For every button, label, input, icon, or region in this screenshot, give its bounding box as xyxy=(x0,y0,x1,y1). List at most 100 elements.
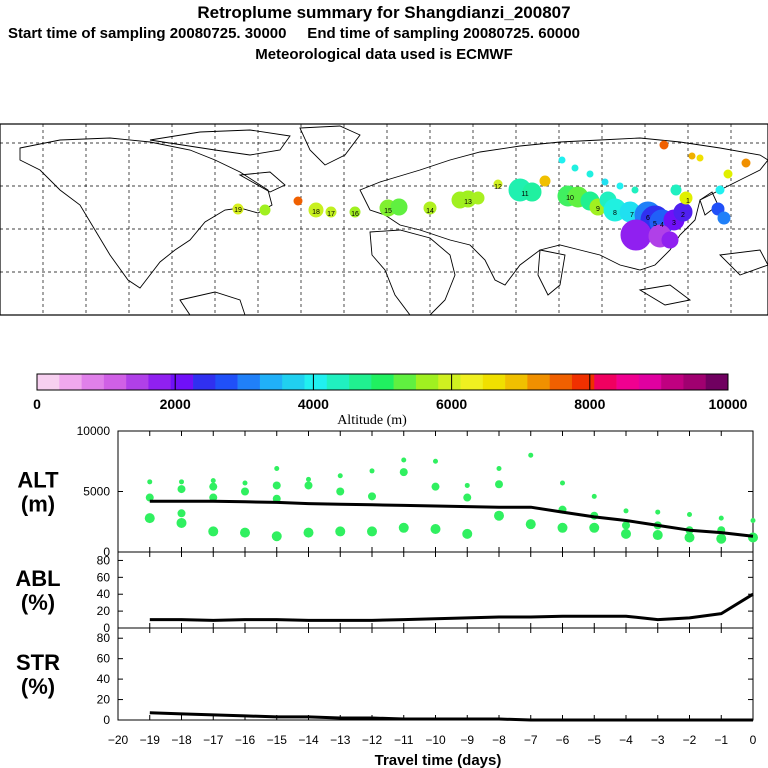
y-axis-unit: (m) xyxy=(21,492,55,517)
altitude-cluster-point xyxy=(274,466,280,472)
altitude-cluster-point xyxy=(748,532,758,543)
x-tick-labels: −20 −19 −18 −17 −16 −15 −14 −13 −12 −11 −10 −9 −8 −7−… xyxy=(108,733,757,747)
altitude-cluster-point xyxy=(208,526,219,537)
altitude-cluster-point xyxy=(304,481,313,490)
y-axis-unit: (%) xyxy=(21,590,55,615)
colorbar-label: Altitude (m) xyxy=(337,413,407,428)
x-tick-label: −13 xyxy=(330,733,351,747)
trajectory-point xyxy=(670,184,682,196)
x-axis-label: Travel time (days) xyxy=(375,752,502,768)
altitude-cluster-point xyxy=(716,533,727,544)
colorbar-tick-label: 4000 xyxy=(298,396,329,412)
trajectory-point xyxy=(696,154,704,162)
altitude-cluster-point xyxy=(496,466,502,472)
panel-frame xyxy=(117,551,754,629)
map-day-label: 4 xyxy=(660,222,664,229)
sampling-time: Start time of sampling 20080725. 30000 E… xyxy=(8,25,580,42)
altitude-cluster-point xyxy=(494,510,504,521)
colorbar-cell xyxy=(549,374,573,390)
x-tick-label: −14 xyxy=(298,733,319,747)
altitude-cluster-point xyxy=(368,492,376,501)
colorbar-frame xyxy=(36,373,729,391)
colorbar-cell xyxy=(81,374,105,390)
altitude-cluster-point xyxy=(622,521,630,530)
map-day-label: 9 xyxy=(596,206,600,213)
altitude-cluster-point xyxy=(176,517,187,528)
altitude-cluster-point xyxy=(525,519,536,530)
y-axis-label: STR xyxy=(16,650,60,675)
altitude-cluster-point xyxy=(462,528,473,539)
trajectory-point xyxy=(688,152,696,160)
y-tick-label: 80 xyxy=(97,631,111,645)
colorbar-cell xyxy=(505,374,528,390)
trajectory-point xyxy=(620,219,652,251)
colorbar-cell xyxy=(705,374,729,390)
trajectory-point xyxy=(601,178,609,186)
map-day-label: 3 xyxy=(672,220,676,227)
colorbar-cell xyxy=(193,374,216,390)
altitude-cluster-point xyxy=(621,528,631,539)
y-tick-label: 20 xyxy=(97,693,111,707)
map-day-label: 16 xyxy=(351,211,359,218)
colorbar-cell xyxy=(59,374,82,390)
altitude-cluster-point xyxy=(398,522,409,533)
altitude-cluster-point xyxy=(209,482,218,491)
trajectory-map: 19 18 17 16 15 14 13 12 11 10 9 8 7 65 4 321 xyxy=(0,123,768,316)
x-tick-label: −12 xyxy=(362,733,383,747)
colorbar-tick-label: 0 xyxy=(33,396,41,412)
y-tick-label: 0 xyxy=(103,713,110,727)
y-tick-label: 80 xyxy=(97,553,111,567)
altitude-cluster-point xyxy=(589,522,600,533)
x-tick-label: −2 xyxy=(683,733,697,747)
map-day-label: 11 xyxy=(521,191,528,198)
x-tick-label: −18 xyxy=(171,733,192,747)
trajectory-point xyxy=(423,201,437,215)
colorbar-cell xyxy=(460,374,484,390)
altitude-cluster-point xyxy=(272,494,281,503)
colorbar-cell xyxy=(683,374,707,390)
trajectory-point xyxy=(493,179,503,189)
altitude-cluster-point xyxy=(242,480,248,486)
map-day-label: 14 xyxy=(426,208,434,215)
map-day-label: 10 xyxy=(566,195,574,202)
colorbar-cell xyxy=(259,374,283,390)
chart-title: Retroplume summary for Shangdianzi_20080… xyxy=(197,3,571,22)
colorbar-cell xyxy=(438,374,461,390)
colorbar-cell xyxy=(37,374,60,390)
map-day-label: 19 xyxy=(234,207,242,214)
series-line xyxy=(149,592,754,622)
colorbar-tick-label: 8000 xyxy=(574,396,605,412)
colorbar-cell xyxy=(638,374,662,390)
colorbar: 0 2000 4000 6000 8000 10000 Altitude (m) xyxy=(33,373,748,428)
trajectory-point xyxy=(293,196,303,206)
series-line xyxy=(149,499,754,538)
panel-alt: 0 5000 10000 ALT(m) xyxy=(17,424,758,559)
colorbar-cell xyxy=(148,374,172,390)
altitude-cluster-point xyxy=(652,530,663,541)
y-tick-label: 5000 xyxy=(83,485,110,499)
altitude-cluster-point xyxy=(306,476,311,482)
y-tick-label: 60 xyxy=(97,570,111,584)
colorbar-tick-label: 2000 xyxy=(160,396,191,412)
colorbar-cell xyxy=(282,374,305,390)
colorbar-cell xyxy=(482,374,506,390)
trajectory-point xyxy=(715,185,725,195)
map-day-label: 15 xyxy=(384,208,392,215)
x-tick-label: −6 xyxy=(556,733,570,747)
altitude-cluster-point xyxy=(209,493,218,502)
altitude-cluster-point xyxy=(623,508,629,514)
colorbar-cell xyxy=(237,374,261,390)
y-tick-label: 10000 xyxy=(77,424,111,438)
colorbar-cell xyxy=(661,374,684,390)
trajectory-point xyxy=(539,175,551,187)
trajectory-point xyxy=(659,140,669,150)
trajectory-point xyxy=(471,191,485,205)
altitude-cluster-point xyxy=(687,511,692,517)
altitude-cluster-point xyxy=(684,532,695,543)
x-tick-label: −4 xyxy=(619,733,633,747)
y-tick-label: 40 xyxy=(97,672,111,686)
y-axis-unit: (%) xyxy=(21,674,55,699)
altitude-cluster-point xyxy=(147,479,153,485)
trajectory-point xyxy=(325,206,337,218)
colorbar-cell xyxy=(126,374,149,390)
